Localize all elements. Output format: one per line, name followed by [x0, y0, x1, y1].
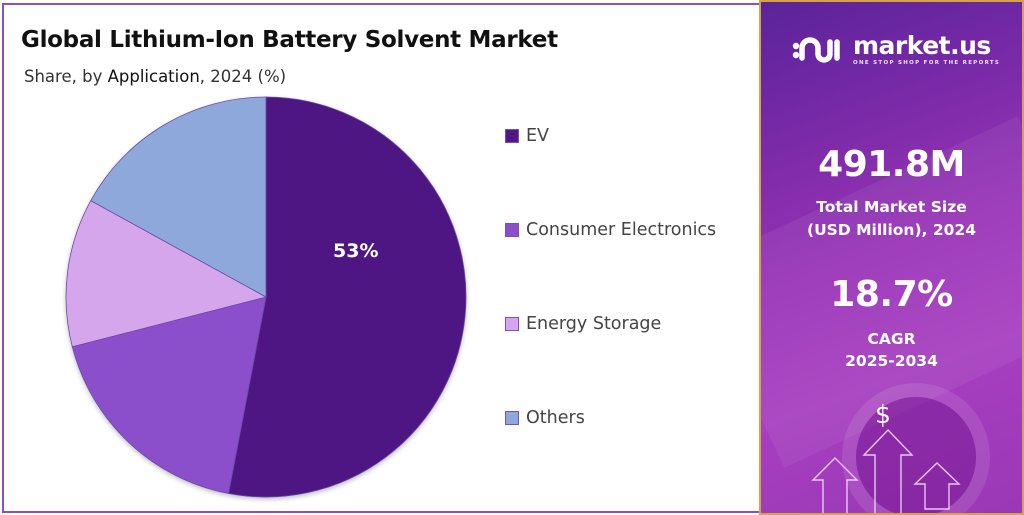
pie-slice-consumer-electronics: [71, 296, 267, 494]
legend-item-ev: EV: [505, 126, 549, 146]
legend-swatch-energy-storage: [505, 317, 519, 331]
ev-slice-label: 53%: [333, 240, 379, 262]
cagr-label: CAGR: [867, 330, 916, 348]
brand-tagline: ONE STOP SHOP FOR THE REPORTS: [853, 59, 1001, 66]
brand-logo: market.us ONE STOP SHOP FOR THE REPORTS: [791, 32, 1000, 66]
legend-item-consumer-electronics: Consumer Electronics: [505, 220, 716, 240]
cagr-period: 2025-2034: [845, 352, 938, 370]
subtitle-prefix: Share, by: [24, 67, 108, 86]
pie-chart: [62, 93, 472, 503]
pie-slice-others: [90, 96, 267, 298]
chart-title: Global Lithium-Ion Battery Solvent Marke…: [21, 27, 558, 53]
subtitle-highlight: Application: [107, 67, 200, 86]
background-cup-graphic: [856, 397, 976, 513]
legend-swatch-others: [505, 411, 519, 425]
legend-swatch-ev: [505, 129, 519, 143]
subtitle-suffix: , 2024 (%): [199, 67, 287, 86]
legend-label: EV: [526, 126, 550, 146]
legend-item-energy-storage: Energy Storage: [505, 314, 661, 334]
legend-label: Energy Storage: [526, 314, 662, 334]
pie-slice-energy-storage: [65, 200, 268, 348]
growth-arrows-icon: [811, 428, 961, 513]
market-size-label-line2: (USD Million), 2024: [807, 221, 976, 239]
pie-chart-svg: [65, 96, 467, 498]
market-us-logo-icon: [792, 37, 840, 63]
summary-panel: market.us ONE STOP SHOP FOR THE REPORTS …: [759, 0, 1024, 515]
dollar-icon: $: [875, 400, 891, 429]
cagr-value: 18.7%: [830, 274, 953, 315]
brand-name: market.us: [853, 30, 991, 60]
legend-label: Others: [526, 408, 585, 428]
legend-swatch-consumer-electronics: [505, 223, 519, 237]
legend-item-others: Others: [505, 408, 585, 428]
market-size-label-line1: Total Market Size: [816, 198, 967, 216]
market-size-value: 491.8M: [818, 144, 965, 185]
legend-label: Consumer Electronics: [526, 220, 717, 240]
chart-subtitle: Share, by Application, 2024 (%): [24, 67, 286, 86]
pie-slice-ev: [228, 96, 467, 498]
